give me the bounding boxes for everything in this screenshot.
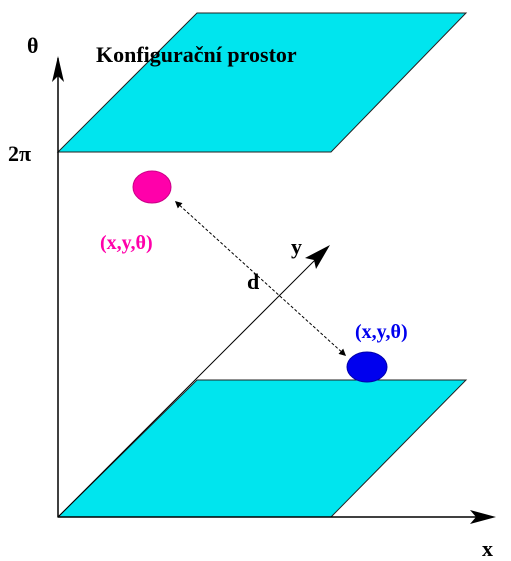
y-axis-arrowhead (305, 245, 330, 269)
diagram-title: Konfigurační prostor (96, 42, 297, 67)
theta-axis-arrowhead (52, 56, 64, 82)
theta-axis-label: θ (27, 33, 38, 58)
goal-config-label: (x,y,θ) (355, 321, 408, 343)
bottom-plane (56, 379, 468, 518)
x-axis-label: x (482, 536, 493, 561)
x-axis-arrowhead (470, 510, 496, 524)
distance-arrow (174, 201, 347, 356)
two-pi-label: 2π (8, 141, 31, 166)
start-config-point (132, 170, 172, 204)
y-axis-label: y (291, 234, 302, 259)
goal-config-point (346, 351, 388, 383)
start-config-label: (x,y,θ) (100, 232, 153, 254)
top-plane (56, 12, 468, 153)
distance-label: d (247, 269, 259, 294)
